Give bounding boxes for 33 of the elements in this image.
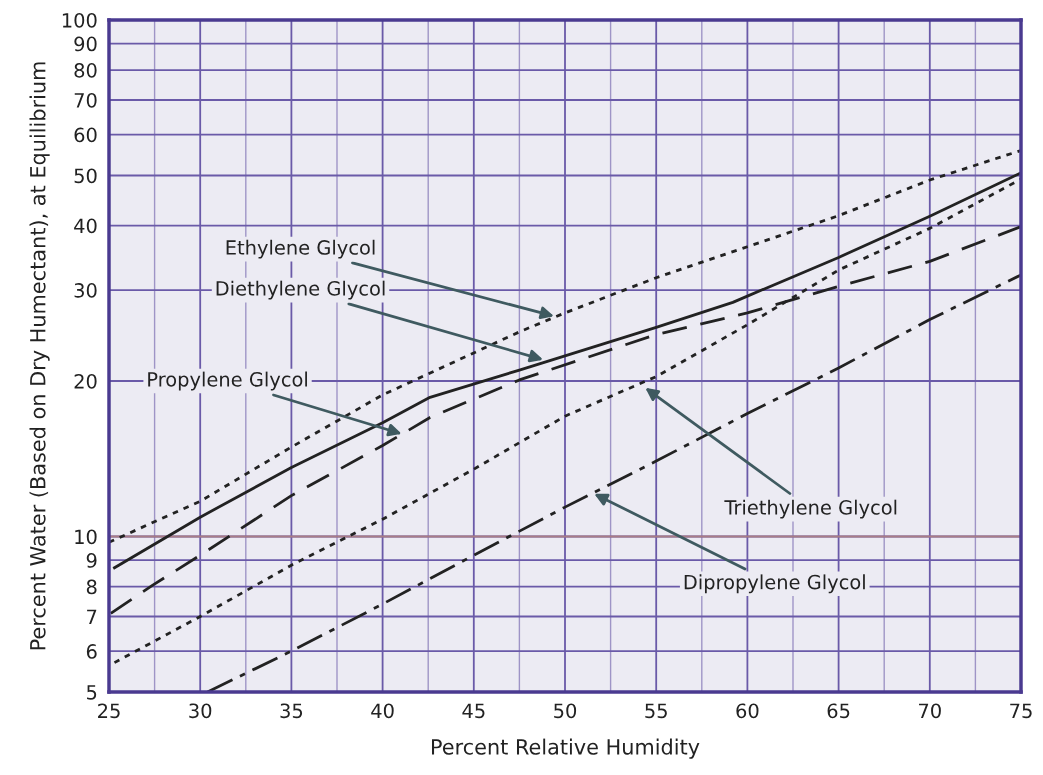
x-tick-label: 60 — [736, 703, 759, 719]
x-tick-label: 30 — [189, 703, 212, 719]
x-tick-label: 65 — [827, 703, 850, 719]
y-tick-label: 40 — [74, 218, 97, 234]
y-tick-label: 20 — [74, 373, 97, 389]
y-tick-label: 90 — [74, 36, 97, 52]
y-tick-label: 6 — [86, 644, 97, 659]
y-tick-label: 60 — [74, 127, 97, 143]
y-tick-label: 80 — [74, 63, 97, 78]
x-tick-label: 70 — [919, 703, 941, 719]
y-tick-label: 8 — [86, 579, 97, 595]
y-axis-title: Percent Water (Based on Dry Humectant), at Equilibrium — [29, 62, 50, 650]
y-tick-label: 5 — [87, 685, 97, 700]
y-tick-label: 7 — [87, 609, 97, 624]
x-tick-label: 45 — [462, 703, 485, 719]
y-tick-label: 9 — [86, 553, 97, 568]
x-tick-label: 25 — [98, 703, 120, 719]
x-tick-label: 75 — [1010, 703, 1032, 719]
annotation: Diethylene Glycol — [216, 280, 385, 300]
x-tick-label: 50 — [554, 703, 577, 719]
x-tick-label: 55 — [645, 703, 667, 719]
x-tick-label: 35 — [280, 703, 303, 719]
y-tick-label: 70 — [74, 92, 97, 108]
y-tick-label: 10 — [75, 529, 97, 545]
y-tick-label: 100 — [62, 12, 97, 28]
annotation: Propylene Glycol — [148, 371, 307, 391]
x-axis-title: Percent Relative Humidity — [432, 738, 700, 759]
y-tick-label: 30 — [74, 283, 97, 298]
annotation: Dipropylene Glycol — [684, 574, 865, 594]
annotation: Triethylene Glycol — [724, 499, 897, 519]
x-tick-label: 40 — [371, 703, 394, 719]
annotation: Ethylene Glycol — [226, 239, 375, 259]
y-tick-label: 50 — [74, 168, 97, 184]
